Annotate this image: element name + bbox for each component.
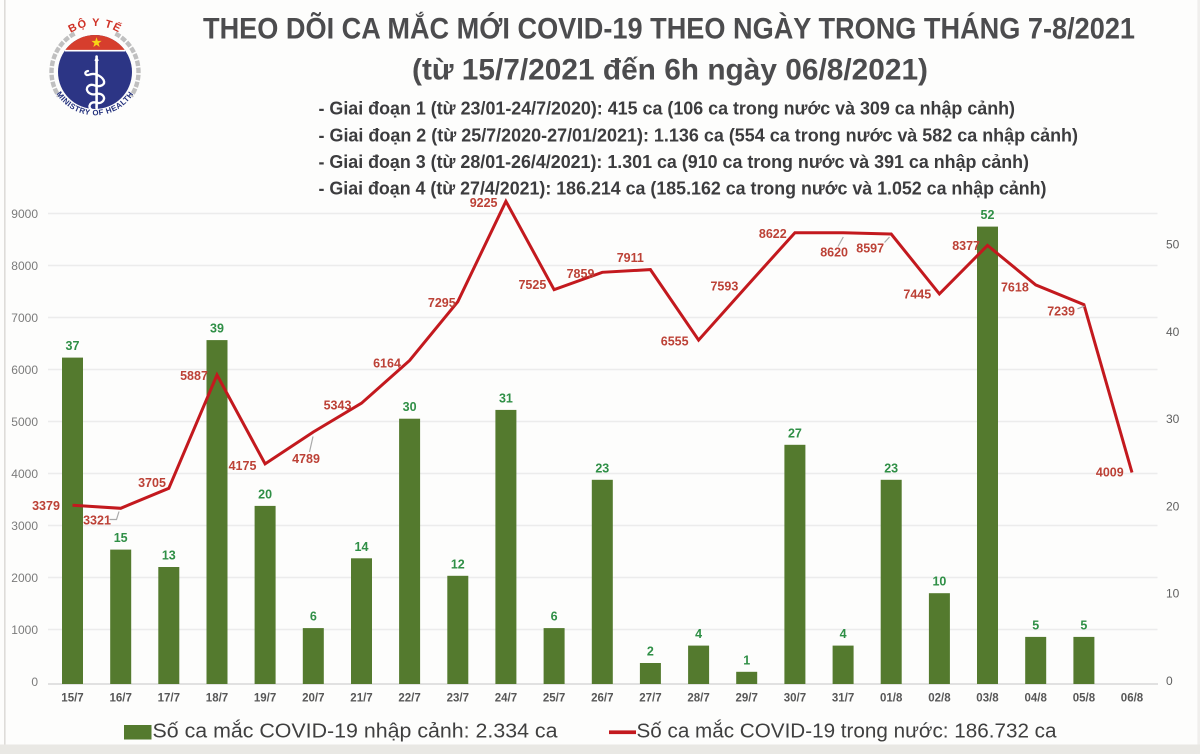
svg-text:30: 30 [403, 400, 417, 414]
svg-text:8377: 8377 [952, 239, 980, 253]
svg-text:21/7: 21/7 [350, 693, 372, 705]
svg-text:28/7: 28/7 [687, 693, 709, 705]
svg-text:(từ 15/7/2021 đến 6h ngày 06/8: (từ 15/7/2021 đến 6h ngày 06/8/2021) [412, 54, 928, 87]
svg-text:- Giai đoạn 1 (từ 23/01-24/7/2: - Giai đoạn 1 (từ 23/01-24/7/2020): 415 … [319, 99, 1016, 119]
svg-text:4000: 4000 [11, 467, 38, 481]
svg-text:3000: 3000 [11, 519, 38, 533]
svg-text:01/8: 01/8 [880, 693, 903, 705]
svg-text:03/8: 03/8 [976, 693, 999, 705]
svg-text:39: 39 [210, 322, 224, 336]
svg-text:20/7: 20/7 [302, 693, 324, 705]
svg-text:3705: 3705 [138, 476, 166, 490]
svg-text:27: 27 [788, 426, 802, 440]
svg-text:BỘ Y TẾ: BỘ Y TẾ [66, 17, 124, 36]
svg-text:52: 52 [981, 208, 995, 222]
svg-text:8622: 8622 [759, 227, 787, 241]
svg-text:9225: 9225 [470, 196, 498, 210]
svg-text:27/7: 27/7 [639, 693, 661, 705]
svg-text:18/7: 18/7 [206, 693, 228, 705]
svg-text:THEO DÕI CA MẮC MỚI COVID-19 T: THEO DÕI CA MẮC MỚI COVID-19 THEO NGÀY T… [203, 12, 1135, 46]
svg-text:04/8: 04/8 [1025, 693, 1048, 705]
svg-text:19/7: 19/7 [254, 693, 276, 705]
svg-text:2000: 2000 [11, 571, 38, 585]
svg-text:17/7: 17/7 [158, 693, 180, 705]
svg-text:50: 50 [1166, 238, 1180, 252]
svg-text:16/7: 16/7 [110, 693, 132, 705]
svg-text:1000: 1000 [11, 623, 38, 637]
svg-text:5343: 5343 [324, 399, 352, 413]
svg-text:- Giai đoạn 2 (từ 25/7/2020-27: - Giai đoạn 2 (từ 25/7/2020-27/01/2021):… [319, 126, 1079, 146]
svg-text:6000: 6000 [11, 363, 38, 377]
svg-text:7000: 7000 [11, 311, 38, 325]
svg-text:6555: 6555 [661, 335, 689, 349]
svg-text:8000: 8000 [11, 259, 38, 273]
svg-text:2: 2 [647, 645, 654, 659]
svg-text:4: 4 [840, 627, 847, 641]
svg-text:7911: 7911 [617, 251, 644, 265]
svg-text:- Giai đoạn 4 (từ 27/4/2021):: - Giai đoạn 4 (từ 27/4/2021): 186.214 ca… [319, 179, 1047, 199]
svg-text:10: 10 [932, 575, 946, 589]
svg-text:7445: 7445 [903, 288, 931, 302]
svg-text:7525: 7525 [518, 278, 546, 292]
svg-text:23: 23 [884, 461, 898, 475]
svg-text:4: 4 [695, 627, 702, 641]
svg-text:3379: 3379 [32, 499, 60, 513]
svg-text:7239: 7239 [1047, 305, 1075, 319]
svg-text:6: 6 [310, 610, 317, 624]
svg-text:14: 14 [355, 540, 369, 554]
svg-text:23: 23 [595, 461, 609, 475]
svg-text:8620: 8620 [820, 246, 848, 260]
svg-text:3321: 3321 [83, 513, 111, 527]
svg-text:20: 20 [1166, 499, 1180, 513]
svg-text:0: 0 [31, 675, 38, 689]
svg-text:10: 10 [1166, 587, 1180, 601]
svg-text:4009: 4009 [1096, 466, 1124, 480]
svg-text:9000: 9000 [11, 207, 38, 221]
svg-text:24/7: 24/7 [495, 693, 517, 705]
svg-text:0: 0 [1166, 674, 1173, 688]
svg-text:5887: 5887 [180, 369, 208, 383]
svg-text:30/7: 30/7 [784, 693, 806, 705]
svg-text:31/7: 31/7 [832, 693, 854, 705]
svg-text:23/7: 23/7 [447, 693, 469, 705]
svg-text:7618: 7618 [1001, 280, 1029, 294]
svg-text:7859: 7859 [567, 267, 595, 281]
svg-text:5: 5 [1080, 618, 1087, 632]
svg-text:40: 40 [1166, 325, 1180, 339]
svg-text:29/7: 29/7 [736, 693, 758, 705]
svg-text:12: 12 [451, 557, 465, 571]
svg-text:6164: 6164 [373, 357, 401, 371]
svg-text:15: 15 [114, 531, 128, 545]
svg-text:22/7: 22/7 [398, 693, 420, 705]
svg-text:20: 20 [258, 487, 272, 501]
svg-text:25/7: 25/7 [543, 693, 565, 705]
svg-text:7295: 7295 [428, 296, 456, 310]
svg-text:5: 5 [1032, 618, 1039, 632]
svg-text:8597: 8597 [856, 242, 884, 256]
svg-text:5000: 5000 [11, 415, 38, 429]
svg-text:4175: 4175 [229, 459, 257, 473]
svg-text:26/7: 26/7 [591, 693, 613, 705]
svg-text:6: 6 [551, 610, 558, 624]
svg-text:02/8: 02/8 [928, 693, 951, 705]
svg-text:Số ca mắc COVID-19 trong nước:: Số ca mắc COVID-19 trong nước: 186.732 c… [637, 720, 1058, 743]
svg-text:- Giai đoạn 3 (từ 28/01-26/4/2: - Giai đoạn 3 (từ 28/01-26/4/2021): 1.30… [319, 152, 1030, 172]
svg-text:06/8: 06/8 [1121, 693, 1144, 705]
svg-text:13: 13 [162, 549, 176, 563]
svg-text:7593: 7593 [710, 280, 738, 294]
svg-text:31: 31 [499, 391, 513, 405]
svg-text:30: 30 [1166, 412, 1180, 426]
svg-text:37: 37 [66, 339, 80, 353]
svg-text:1: 1 [743, 653, 750, 667]
svg-text:Số ca mắc COVID-19 nhập cảnh:: Số ca mắc COVID-19 nhập cảnh: 2.334 ca [153, 720, 559, 743]
svg-text:4789: 4789 [292, 452, 320, 466]
svg-text:15/7: 15/7 [61, 693, 83, 705]
svg-text:05/8: 05/8 [1073, 693, 1096, 705]
